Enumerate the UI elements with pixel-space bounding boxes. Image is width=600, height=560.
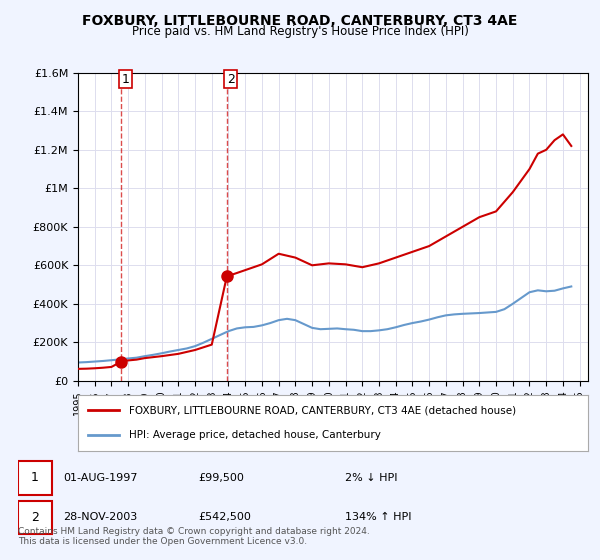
Text: Contains HM Land Registry data © Crown copyright and database right 2024.
This d: Contains HM Land Registry data © Crown c…	[18, 526, 370, 546]
Text: 1: 1	[121, 73, 129, 86]
Text: HPI: Average price, detached house, Canterbury: HPI: Average price, detached house, Cant…	[129, 430, 381, 440]
Text: £99,500: £99,500	[199, 473, 244, 483]
Text: £542,500: £542,500	[199, 512, 251, 522]
Text: Price paid vs. HM Land Registry's House Price Index (HPI): Price paid vs. HM Land Registry's House …	[131, 25, 469, 38]
FancyBboxPatch shape	[18, 461, 52, 495]
Text: 2% ↓ HPI: 2% ↓ HPI	[345, 473, 398, 483]
Text: 1: 1	[31, 472, 39, 484]
Text: 134% ↑ HPI: 134% ↑ HPI	[345, 512, 412, 522]
Text: FOXBURY, LITTLEBOURNE ROAD, CANTERBURY, CT3 4AE (detached house): FOXBURY, LITTLEBOURNE ROAD, CANTERBURY, …	[129, 405, 516, 416]
Text: FOXBURY, LITTLEBOURNE ROAD, CANTERBURY, CT3 4AE: FOXBURY, LITTLEBOURNE ROAD, CANTERBURY, …	[82, 14, 518, 28]
Text: 2: 2	[227, 73, 235, 86]
Text: 01-AUG-1997: 01-AUG-1997	[63, 473, 137, 483]
Text: 28-NOV-2003: 28-NOV-2003	[63, 512, 137, 522]
FancyBboxPatch shape	[18, 501, 52, 534]
Text: 2: 2	[31, 511, 39, 524]
